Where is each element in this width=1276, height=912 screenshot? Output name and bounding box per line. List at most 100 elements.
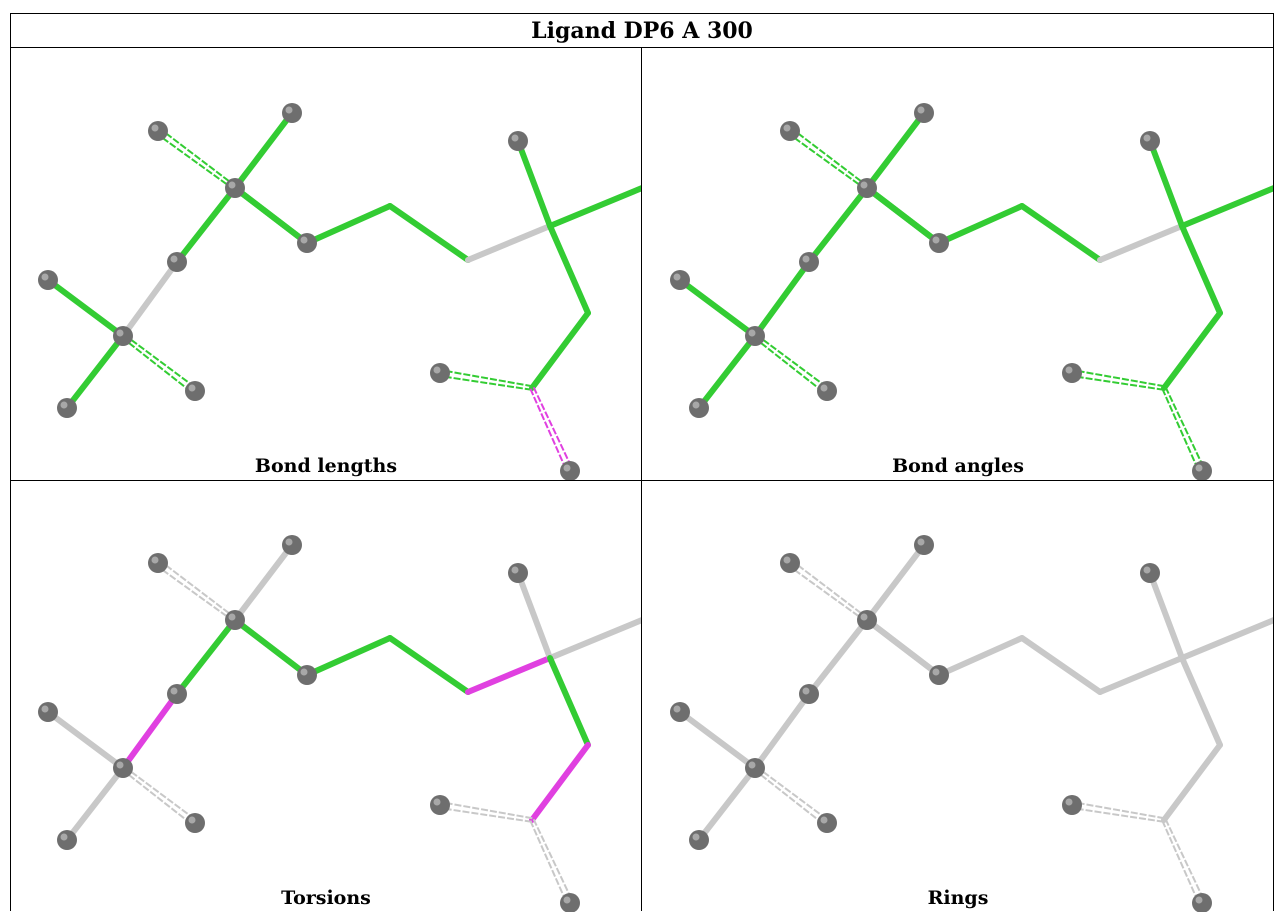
atom-a4 bbox=[297, 665, 317, 685]
atom-highlight-a10 bbox=[820, 384, 828, 392]
panel-torsions: Torsions bbox=[10, 480, 642, 912]
bond-b2 bbox=[787, 564, 867, 623]
bond-b17 bbox=[1071, 806, 1164, 823]
bond-b17 bbox=[440, 801, 533, 820]
bond-b18 bbox=[1164, 386, 1206, 471]
atom-highlight-a2 bbox=[285, 538, 293, 546]
bond-b8 bbox=[123, 333, 198, 390]
bond-b6 bbox=[677, 709, 758, 771]
table-divider-horizontal bbox=[10, 480, 1274, 481]
atom-highlight-a3 bbox=[228, 181, 236, 189]
bond-b13 bbox=[1147, 138, 1185, 229]
bond-b18 bbox=[532, 386, 574, 471]
bond-b18 bbox=[1161, 388, 1201, 473]
atom-a11 bbox=[57, 398, 77, 418]
bond-b18 bbox=[1161, 820, 1201, 905]
bond-b2 bbox=[155, 132, 235, 191]
bond-b8 bbox=[753, 768, 826, 827]
atom-highlight-a1 bbox=[151, 556, 159, 564]
atom-a11 bbox=[57, 830, 77, 850]
bond-b17 bbox=[1071, 374, 1164, 391]
bond-b14 bbox=[1179, 617, 1274, 661]
bond-b7 bbox=[64, 333, 126, 411]
atom-highlight-a18 bbox=[563, 464, 571, 472]
panel-bond-angles: Bond angles bbox=[642, 48, 1274, 480]
atom-a4 bbox=[929, 665, 949, 685]
molecule-view-bond-lengths bbox=[38, 103, 642, 480]
bond-b10 bbox=[936, 635, 1025, 678]
bond-b1 bbox=[864, 110, 927, 191]
atom-highlight-a17 bbox=[433, 798, 441, 806]
bond-b2 bbox=[159, 559, 237, 620]
bond-b18 bbox=[1164, 818, 1206, 903]
atom-a12 bbox=[1140, 563, 1160, 583]
atom-highlight-a11 bbox=[60, 401, 68, 409]
atom-a10 bbox=[817, 381, 837, 401]
bond-b7 bbox=[64, 765, 126, 843]
bond-b4 bbox=[806, 617, 870, 697]
atom-highlight-a17 bbox=[1065, 366, 1073, 374]
bond-b4 bbox=[174, 617, 238, 697]
bond-b5 bbox=[752, 691, 812, 771]
bond-b18 bbox=[532, 818, 574, 903]
bond-b6 bbox=[677, 277, 758, 339]
bond-b12 bbox=[1097, 655, 1185, 695]
bond-b11 bbox=[387, 635, 471, 695]
bond-b12 bbox=[465, 223, 553, 263]
bond-b9 bbox=[864, 185, 942, 246]
atom-a3 bbox=[857, 178, 877, 198]
atom-highlight-a1 bbox=[783, 556, 791, 564]
bond-b7 bbox=[696, 333, 758, 411]
atom-a9 bbox=[745, 758, 765, 778]
atom-highlight-a7 bbox=[170, 255, 178, 263]
atom-a7 bbox=[167, 684, 187, 704]
atom-a8 bbox=[670, 702, 690, 722]
atom-a17 bbox=[1062, 795, 1082, 815]
atom-highlight-a7 bbox=[802, 687, 810, 695]
atom-highlight-a12 bbox=[511, 134, 519, 142]
atom-highlight-a4 bbox=[932, 236, 940, 244]
atom-highlight-a3 bbox=[228, 613, 236, 621]
atom-highlight-a10 bbox=[188, 384, 196, 392]
atom-highlight-a3 bbox=[860, 613, 868, 621]
bond-b17 bbox=[439, 806, 532, 823]
bond-b2 bbox=[787, 132, 867, 191]
atom-highlight-a12 bbox=[511, 566, 519, 574]
bond-b5 bbox=[120, 691, 180, 771]
atom-highlight-a2 bbox=[917, 106, 925, 114]
bond-b12 bbox=[465, 655, 553, 695]
bond-b8 bbox=[755, 765, 830, 822]
atom-a10 bbox=[817, 813, 837, 833]
atom-a2 bbox=[282, 535, 302, 555]
bond-b13 bbox=[515, 138, 553, 229]
bond-b17 bbox=[439, 374, 532, 391]
atom-a2 bbox=[914, 103, 934, 123]
bond-b4 bbox=[174, 185, 238, 265]
bond-b15 bbox=[1179, 655, 1223, 748]
panel-rings: Rings bbox=[642, 480, 1274, 912]
atom-highlight-a9 bbox=[116, 761, 124, 769]
atom-a3 bbox=[225, 610, 245, 630]
atom-a10 bbox=[185, 813, 205, 833]
atom-a17 bbox=[1062, 363, 1082, 383]
bond-b16 bbox=[1161, 310, 1223, 391]
bond-b9 bbox=[232, 185, 310, 246]
panel-caption: Bond lengths bbox=[254, 455, 398, 477]
atom-highlight-a7 bbox=[170, 687, 178, 695]
bond-b13 bbox=[515, 570, 553, 661]
atom-highlight-a2 bbox=[285, 106, 293, 114]
panel-caption: Torsions bbox=[281, 887, 371, 909]
bond-b5 bbox=[752, 259, 812, 339]
atom-a12 bbox=[1140, 131, 1160, 151]
table-border-left bbox=[10, 48, 11, 911]
bond-b5 bbox=[120, 259, 180, 339]
bond-b2 bbox=[155, 564, 235, 623]
atom-a3 bbox=[857, 610, 877, 630]
bond-b8 bbox=[753, 336, 826, 395]
atom-a1 bbox=[780, 121, 800, 141]
bond-b6 bbox=[45, 277, 126, 339]
bond-b7 bbox=[696, 765, 758, 843]
atom-highlight-a9 bbox=[748, 329, 756, 337]
atom-highlight-a8 bbox=[41, 705, 49, 713]
atom-a1 bbox=[148, 121, 168, 141]
